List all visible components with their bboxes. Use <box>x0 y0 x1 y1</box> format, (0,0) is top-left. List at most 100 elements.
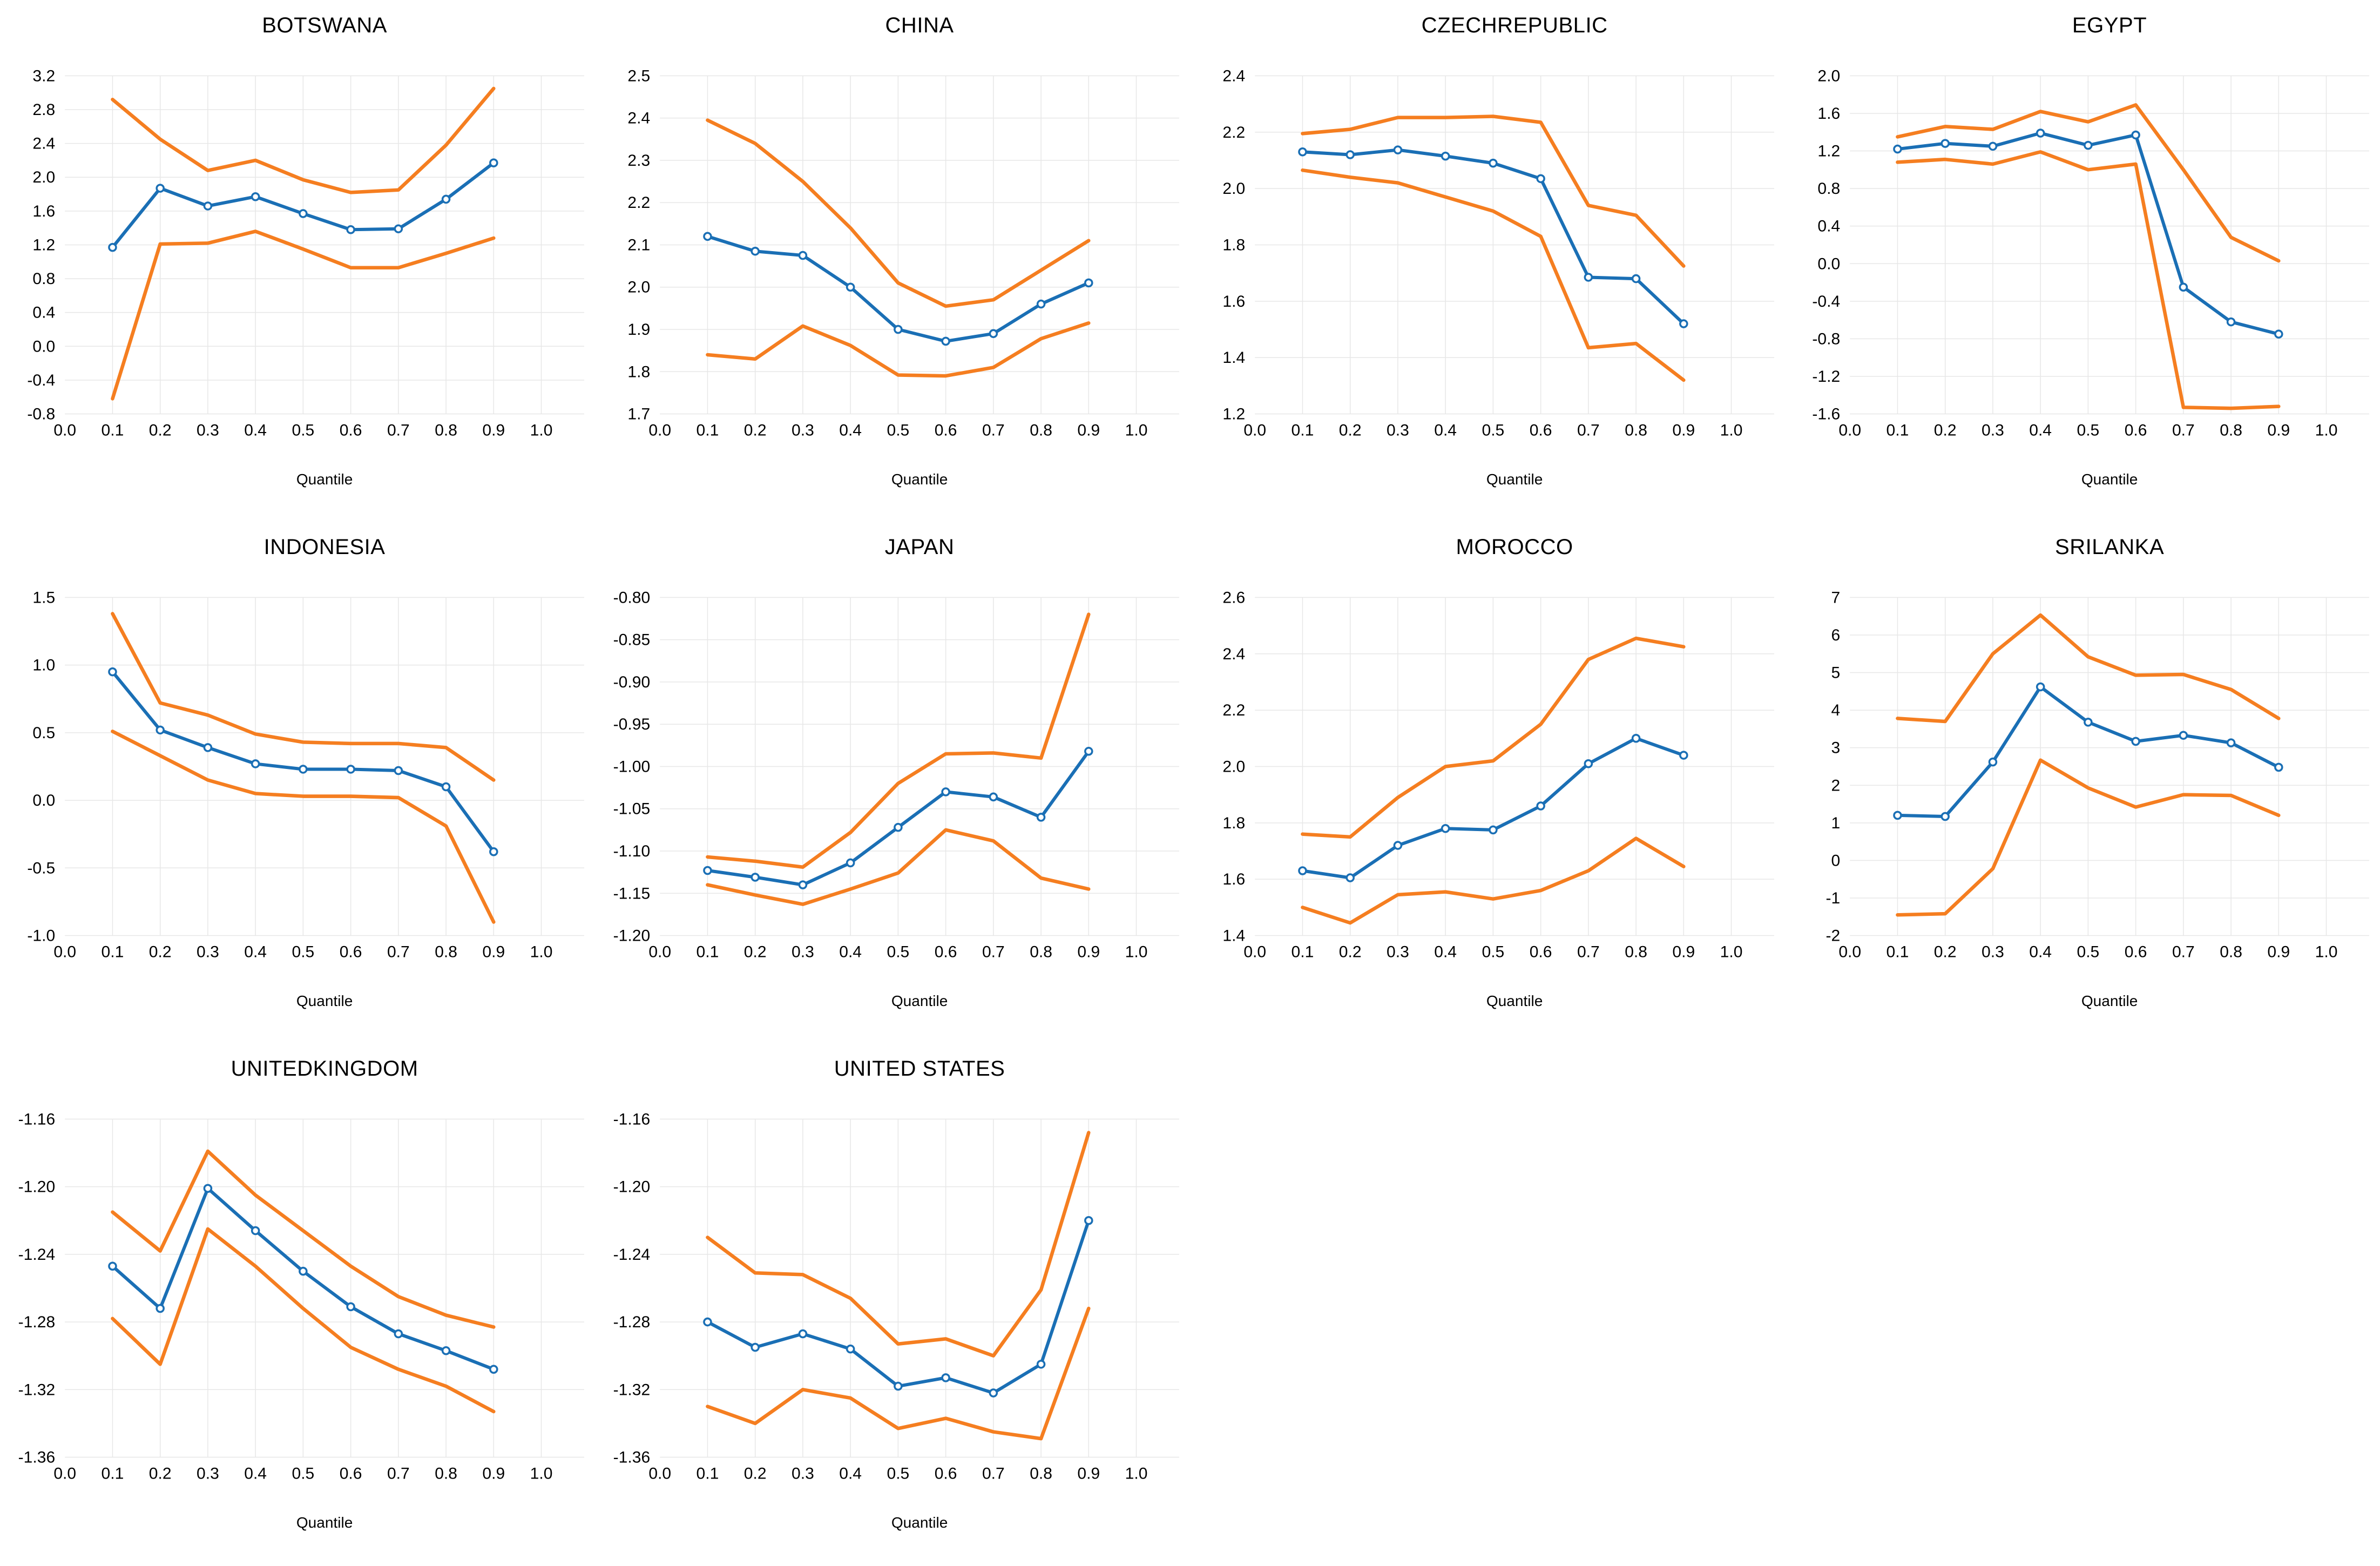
y-tick-label: 1.6 <box>32 202 55 220</box>
y-tick-label: -1.05 <box>613 800 651 818</box>
x-axis-label: Quantile <box>2081 471 2138 488</box>
y-tick-label: -0.90 <box>613 673 651 691</box>
estimate-marker <box>1441 151 1450 161</box>
chart-title: INDONESIA <box>264 535 386 559</box>
x-tick-label: 0.7 <box>982 422 1005 440</box>
x-tick-label: 0.8 <box>1625 422 1647 440</box>
y-tick-label: 2.0 <box>32 168 55 186</box>
upper-ci-line <box>111 86 496 194</box>
y-tick-label: 0.8 <box>1817 180 1840 198</box>
chart-panel-czechrepublic: CZECHREPUBLIC 2.4 2.2 2.0 1.8 1.6 1.4 1.2 0.0 0.1… <box>1190 0 1785 522</box>
estimate-marker <box>989 792 998 802</box>
x-tick-label: 0.9 <box>1672 943 1695 961</box>
y-tick-label: 1.8 <box>1222 814 1245 832</box>
estimate-marker <box>394 224 403 233</box>
y-tick-label: 2.6 <box>1222 589 1245 606</box>
y-tick-label: 0.5 <box>32 724 55 742</box>
x-tick-label: 1.0 <box>530 943 553 961</box>
x-tick-label: 0.3 <box>197 943 219 961</box>
x-tick-label: 0.7 <box>387 1465 410 1483</box>
x-axis-label: Quantile <box>1486 471 1543 488</box>
x-tick-label: 1.0 <box>1125 422 1148 440</box>
y-tick-label: 0 <box>1831 852 1840 869</box>
estimate-marker <box>1084 747 1093 756</box>
estimate-marker <box>489 158 498 167</box>
x-tick-label: 0.1 <box>697 422 719 440</box>
y-tick-label: -0.95 <box>613 716 651 733</box>
x-tick-label: 0.1 <box>1887 943 1909 961</box>
y-tick-label: 2.0 <box>1222 758 1245 775</box>
estimate-marker <box>941 1373 950 1382</box>
estimate-marker <box>489 1365 498 1374</box>
upper-ci-line <box>706 612 1091 869</box>
estimate-marker <box>1679 751 1688 760</box>
y-tick-label: 3 <box>1831 739 1840 757</box>
estimate-marker <box>155 1304 165 1313</box>
x-tick-label: 0.9 <box>482 1465 505 1483</box>
estimate-marker <box>108 1261 117 1271</box>
y-tick-label: -1.10 <box>613 842 651 860</box>
estimate-marker <box>1298 866 1307 875</box>
x-tick-label: 0.8 <box>1030 1465 1052 1483</box>
x-tick-label: 0.2 <box>744 943 767 961</box>
lower-ci-line <box>1301 168 1686 382</box>
x-tick-label: 0.0 <box>648 422 671 440</box>
x-tick-label: 0.2 <box>744 422 767 440</box>
x-tick-label: 1.0 <box>2315 943 2338 961</box>
upper-ci-line <box>1301 114 1686 268</box>
y-tick-label: -1.0 <box>27 927 55 945</box>
estimate-marker <box>894 325 903 334</box>
lower-ci-line <box>1896 150 2281 410</box>
x-tick-label: 0.3 <box>197 1465 219 1483</box>
x-tick-label: 0.5 <box>292 422 314 440</box>
chart-title: MOROCCO <box>1456 535 1573 559</box>
chart-title: UNITED STATES <box>834 1057 1005 1081</box>
x-tick-label: 1.0 <box>1125 1465 1148 1483</box>
y-tick-label: 0.0 <box>32 792 55 809</box>
estimate-marker <box>1393 841 1403 850</box>
x-tick-label: 0.3 <box>1387 422 1409 440</box>
estimate-marker <box>2274 762 2283 772</box>
estimate-marker <box>2179 731 2188 740</box>
estimate-marker <box>2226 738 2236 747</box>
y-tick-label: 2.3 <box>627 152 650 170</box>
x-tick-label: 0.1 <box>1292 943 1314 961</box>
y-tick-label: -1.15 <box>613 885 651 902</box>
upper-ci-line <box>706 118 1091 308</box>
x-tick-label: 0.8 <box>1030 422 1052 440</box>
estimate-marker <box>1988 757 1998 767</box>
estimate-marker <box>203 1184 213 1193</box>
chart-title: CHINA <box>885 14 954 37</box>
x-tick-label: 0.6 <box>340 1465 362 1483</box>
estimate-marker <box>251 759 260 768</box>
estimate-marker <box>798 1329 808 1339</box>
y-tick-label: 2.2 <box>1222 124 1245 141</box>
y-tick-label: 5 <box>1831 664 1840 682</box>
estimate-marker <box>299 1266 308 1276</box>
estimate-marker <box>1036 1360 1046 1369</box>
estimate-marker <box>798 880 808 889</box>
x-axis-label: Quantile <box>296 471 353 488</box>
lower-ci-line <box>111 730 496 924</box>
x-tick-label: 0.9 <box>2267 943 2290 961</box>
y-tick-label: -0.85 <box>613 631 651 649</box>
chart-title: JAPAN <box>885 535 955 559</box>
x-tick-label: 0.5 <box>292 943 314 961</box>
y-tick-label: 1 <box>1831 814 1840 832</box>
y-tick-label: -1.16 <box>613 1110 651 1128</box>
estimate-marker <box>846 1344 855 1354</box>
chart-czechrepublic: CZECHREPUBLIC 2.4 2.2 2.0 1.8 1.6 1.4 1.20.0 0.1… <box>1222 14 1774 488</box>
x-tick-label: 0.9 <box>482 943 505 961</box>
y-tick-label: 1.2 <box>1222 406 1245 423</box>
x-tick-label: 0.6 <box>935 422 957 440</box>
y-tick-label: -1.36 <box>613 1449 651 1467</box>
lower-ci-line <box>706 1306 1091 1441</box>
y-tick-label: 2.2 <box>627 194 650 212</box>
x-tick-label: 0.8 <box>435 422 457 440</box>
estimate-marker <box>1940 812 1950 821</box>
x-tick-label: 0.8 <box>435 1465 457 1483</box>
y-tick-label: 4 <box>1831 701 1840 719</box>
estimate-marker <box>1536 174 1545 184</box>
x-tick-label: 0.1 <box>1292 422 1314 440</box>
